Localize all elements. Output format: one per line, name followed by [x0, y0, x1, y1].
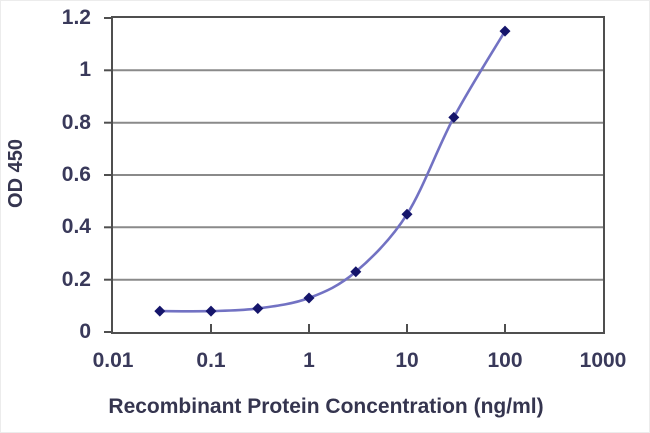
data-point-marker	[303, 292, 315, 304]
y-tick-label: 1.2	[61, 6, 91, 29]
y-tick-label: 0.4	[61, 215, 91, 239]
curve-svg	[104, 17, 603, 333]
y-tick-label: 0.2	[61, 267, 91, 291]
data-point-marker	[205, 305, 217, 317]
x-tick-label: 100	[487, 349, 523, 372]
x-axis-title: Recombinant Protein Concentration (ng/ml…	[108, 395, 544, 418]
y-tick-label: 1	[79, 58, 91, 82]
data-point-marker	[448, 111, 460, 123]
data-point-marker	[499, 25, 511, 37]
data-point-marker	[350, 266, 362, 278]
x-tick-label: 0.01	[92, 349, 134, 372]
y-axis-title-box: OD 450	[1, 16, 31, 330]
x-tick-label: 0.1	[196, 349, 226, 372]
data-point-marker	[401, 208, 413, 220]
x-tick-label: 10	[395, 349, 419, 372]
y-tick-label: 0.8	[61, 110, 91, 134]
y-tick-label: 0.6	[61, 163, 91, 186]
plot-area	[104, 16, 605, 334]
y-axis-title: OD 450	[4, 138, 27, 208]
data-point-marker	[252, 303, 264, 314]
y-tick-label: 0	[79, 320, 91, 343]
x-tick-label: 1000	[579, 349, 627, 372]
series-line	[159, 30, 507, 313]
data-point-marker	[154, 305, 166, 317]
x-tick-label: 1	[303, 349, 315, 372]
